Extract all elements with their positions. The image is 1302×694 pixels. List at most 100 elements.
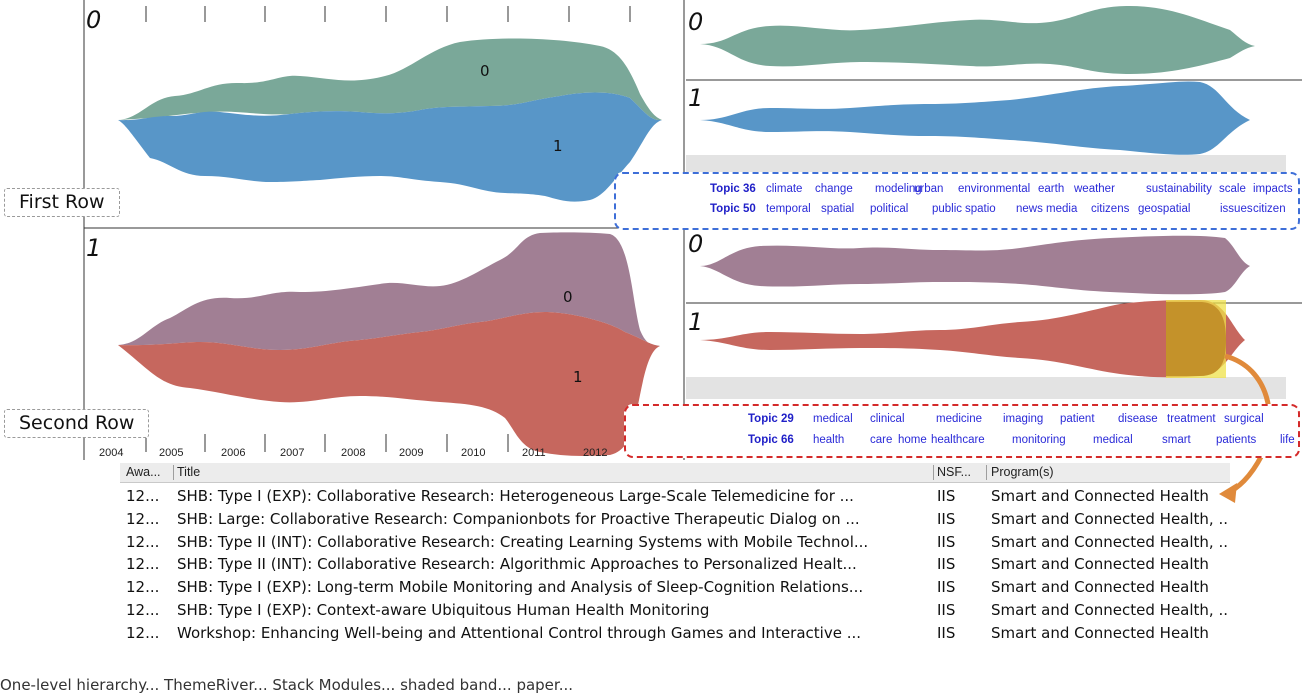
legend-word[interactable]: medical [1093, 434, 1133, 446]
table-row[interactable]: 12... SHB: Type II (INT): Collaborative R… [120, 553, 1230, 575]
legend-word[interactable]: modeling [875, 183, 922, 195]
left-top-layer-1-label: 1 [553, 137, 563, 155]
header-separator[interactable] [986, 465, 987, 480]
table-row[interactable]: 12... SHB: Large: Collaborative Research:… [120, 508, 1230, 530]
first-legend-topic-a[interactable]: Topic 36 [710, 183, 756, 195]
cell-award: 12... [126, 509, 160, 528]
right-first-top-label: 0 [688, 8, 703, 36]
left-top-layer-1[interactable] [118, 92, 662, 202]
legend-word[interactable]: care [870, 434, 893, 446]
figure-caption: One-level hierarchy... ThemeRiver... Sta… [0, 676, 574, 694]
legend-word[interactable]: spatio [965, 203, 996, 215]
cell-program: Smart and Connected Health, .. [991, 532, 1228, 551]
cell-title: SHB: Type I (EXP): Long-term Mobile Moni… [177, 578, 864, 597]
cell-program: Smart and Connected Health [991, 623, 1209, 642]
legend-word[interactable]: surgical [1224, 413, 1264, 425]
left-top-themeriver[interactable] [118, 38, 662, 202]
right-second-scroll-band[interactable] [686, 377, 1286, 399]
legend-word[interactable]: disease [1118, 413, 1158, 425]
left-top-layer-0-label: 0 [480, 62, 490, 80]
legend-word[interactable]: home [898, 434, 927, 446]
cell-nsf: IIS [937, 532, 956, 551]
legend-word[interactable]: citizen [1253, 203, 1286, 215]
legend-word[interactable]: weather [1074, 183, 1115, 195]
legend-word[interactable]: geospatial [1138, 203, 1191, 215]
header-separator[interactable] [933, 465, 934, 480]
right-second-stream-1[interactable] [700, 300, 1245, 378]
cell-program: Smart and Connected Health [991, 555, 1209, 574]
left-bottom-themeriver[interactable] [118, 232, 660, 456]
header-programs[interactable]: Program(s) [991, 465, 1054, 479]
legend-word[interactable]: treatment [1167, 413, 1216, 425]
legend-word[interactable]: spatial [821, 203, 855, 215]
legend-word[interactable]: clinical [870, 413, 905, 425]
cell-nsf: IIS [937, 601, 956, 619]
legend-word[interactable]: smart [1162, 434, 1191, 446]
legend-word[interactable]: impacts [1253, 183, 1293, 195]
table-row[interactable]: 12... SHB: Type II (INT): Collaborative R… [120, 531, 1230, 553]
left-bottom-panel-label: 1 [86, 234, 101, 262]
table-row[interactable]: 12... SHB: Type I (EXP): Context-aware Ub… [120, 599, 1230, 621]
legend-word[interactable]: political [870, 203, 909, 215]
second-row-label: Second Row [4, 409, 150, 438]
cell-nsf: IIS [937, 555, 956, 574]
left-top-layer-0[interactable] [118, 38, 662, 121]
second-legend-topic-b[interactable]: Topic 66 [748, 434, 794, 446]
header-separator[interactable] [173, 465, 174, 480]
right-first-stream-0[interactable] [700, 6, 1255, 74]
legend-word[interactable]: urban [914, 183, 944, 195]
right-first-scroll-band[interactable] [686, 155, 1286, 173]
legend-word[interactable]: news media [1016, 203, 1078, 215]
legend-word[interactable]: scale [1219, 183, 1246, 195]
right-second-top-label: 0 [688, 230, 703, 258]
header-nsf[interactable]: NSF... [937, 465, 972, 479]
cell-award: 12... [126, 555, 160, 574]
legend-word[interactable]: monitoring [1012, 434, 1066, 446]
legend-word[interactable]: change [815, 183, 853, 195]
table-row[interactable]: 12... SHB: Type I (EXP): Long-term Mobile… [120, 576, 1230, 598]
legend-word[interactable]: health [813, 434, 845, 446]
right-second-stream-0[interactable] [700, 235, 1250, 295]
legend-word[interactable]: patient [1060, 413, 1095, 425]
header-award[interactable]: Awa... [126, 465, 161, 479]
first-legend-topic-b[interactable]: Topic 50 [710, 203, 756, 215]
legend-word[interactable]: patients [1216, 434, 1257, 446]
table-header: Awa... Title NSF... Program(s) [120, 463, 1230, 483]
cell-program: Smart and Connected Health, .. [991, 509, 1228, 528]
legend-word[interactable]: climate [766, 183, 803, 195]
legend-word[interactable]: life [1280, 434, 1295, 446]
legend-word[interactable]: citizens [1091, 203, 1130, 215]
legend-word[interactable]: healthcare [931, 434, 985, 446]
legend-word[interactable]: environmental [958, 183, 1031, 195]
cell-title: SHB: Type I (EXP): Collaborative Researc… [177, 487, 854, 505]
second-topic-legend[interactable]: Topic 29 Topic 66 medical clinical medicin… [624, 404, 1300, 458]
header-title[interactable]: Title [177, 465, 201, 479]
first-row-label: First Row [4, 188, 120, 217]
legend-word[interactable]: public [932, 203, 963, 215]
left-bottom-layer-0[interactable] [118, 232, 660, 350]
legend-word[interactable]: sustainability [1146, 183, 1212, 195]
cell-award: 12... [126, 487, 160, 505]
table-row[interactable]: 12... Workshop: Enhancing Well-being and … [120, 622, 1230, 644]
year-tick-label: 2006 [221, 447, 246, 459]
legend-word[interactable]: medical [813, 413, 853, 425]
right-second-bottom-label: 1 [688, 308, 703, 336]
second-legend-topic-a[interactable]: Topic 29 [748, 413, 794, 425]
year-tick-label: 2009 [399, 447, 424, 459]
legend-word[interactable]: imaging [1003, 413, 1044, 425]
cell-award: 12... [126, 578, 160, 597]
first-topic-legend[interactable]: Topic 36 Topic 50 climate change modeling u… [614, 172, 1300, 230]
legend-word[interactable]: issues [1220, 203, 1253, 215]
left-bottom-layer-1[interactable] [118, 312, 660, 456]
left-bottom-layer-1-label: 1 [573, 368, 583, 386]
right-first-stream-1[interactable] [700, 81, 1250, 155]
table-row[interactable]: 12... SHB: Type I (EXP): Collaborative Re… [120, 485, 1230, 507]
legend-word[interactable]: medicine [936, 413, 983, 425]
year-tick-label: 2012 [583, 447, 608, 459]
cell-nsf: IIS [937, 487, 956, 505]
legend-word[interactable]: earth [1038, 183, 1065, 195]
cell-program: Smart and Connected Health [991, 578, 1209, 597]
legend-word[interactable]: temporal [766, 203, 811, 215]
top-tick-marks [145, 6, 631, 22]
